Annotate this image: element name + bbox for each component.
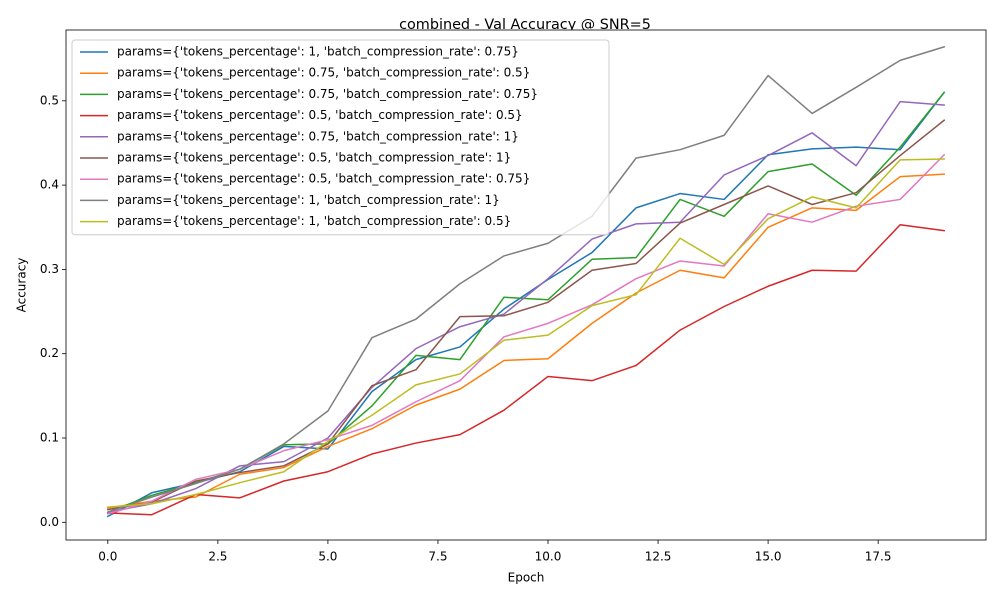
legend-label: params={'tokens_percentage': 1, 'batch_c… <box>117 214 511 228</box>
x-tick-label: 2.5 <box>208 550 227 564</box>
y-tick-label: 0.1 <box>40 431 59 445</box>
legend-label: params={'tokens_percentage': 0.5, 'batch… <box>117 151 511 165</box>
legend-label: params={'tokens_percentage': 0.75, 'batc… <box>117 66 530 80</box>
legend-label: params={'tokens_percentage': 0.75, 'batc… <box>117 87 538 101</box>
legend-label: params={'tokens_percentage': 1, 'batch_c… <box>117 45 519 59</box>
legend-box <box>71 39 610 236</box>
x-tick-label: 0.0 <box>98 550 117 564</box>
legend: params={'tokens_percentage': 1, 'batch_c… <box>71 39 610 236</box>
x-axis-title: Epoch <box>508 571 545 585</box>
y-axis: 0.0 0.1 0.2 0.3 0.4 0.5 <box>40 93 66 529</box>
y-tick-label: 0.0 <box>40 515 59 529</box>
x-tick-label: 17.5 <box>865 550 892 564</box>
series-line-4 <box>107 223 946 516</box>
series-line-6 <box>106 119 946 511</box>
legend-label: params={'tokens_percentage': 0.75, 'batc… <box>117 129 519 143</box>
y-tick-label: 0.5 <box>40 93 59 107</box>
series-line-9 <box>107 158 945 508</box>
plot-frame <box>65 29 987 541</box>
y-tick-label: 0.2 <box>40 346 59 360</box>
series-line-7 <box>106 153 946 515</box>
chart-title: combined - Val Accuracy @ SNR=5 <box>399 17 651 33</box>
series-line-2 <box>106 173 945 509</box>
y-tick-label: 0.3 <box>40 262 59 276</box>
series-layer <box>106 45 946 518</box>
x-tick-label: 12.5 <box>645 550 672 564</box>
x-tick-label: 10.0 <box>535 550 562 564</box>
x-tick-label: 15.0 <box>755 550 782 564</box>
y-axis-title: Accuracy <box>15 258 29 313</box>
legend-label: params={'tokens_percentage': 0.5, 'batch… <box>117 172 530 186</box>
series-line-8 <box>106 45 946 514</box>
legend-label: params={'tokens_percentage': 0.5, 'batch… <box>117 108 523 122</box>
legend-label: params={'tokens_percentage': 1, 'batch_c… <box>117 193 500 207</box>
y-tick-label: 0.4 <box>40 178 59 192</box>
series-line-1 <box>106 91 946 518</box>
x-tick-label: 7.5 <box>428 550 447 564</box>
x-tick-label: 5.0 <box>318 550 337 564</box>
x-axis: 0.0 2.5 5.0 7.5 10.0 12.5 15.0 17.5 <box>98 540 892 564</box>
